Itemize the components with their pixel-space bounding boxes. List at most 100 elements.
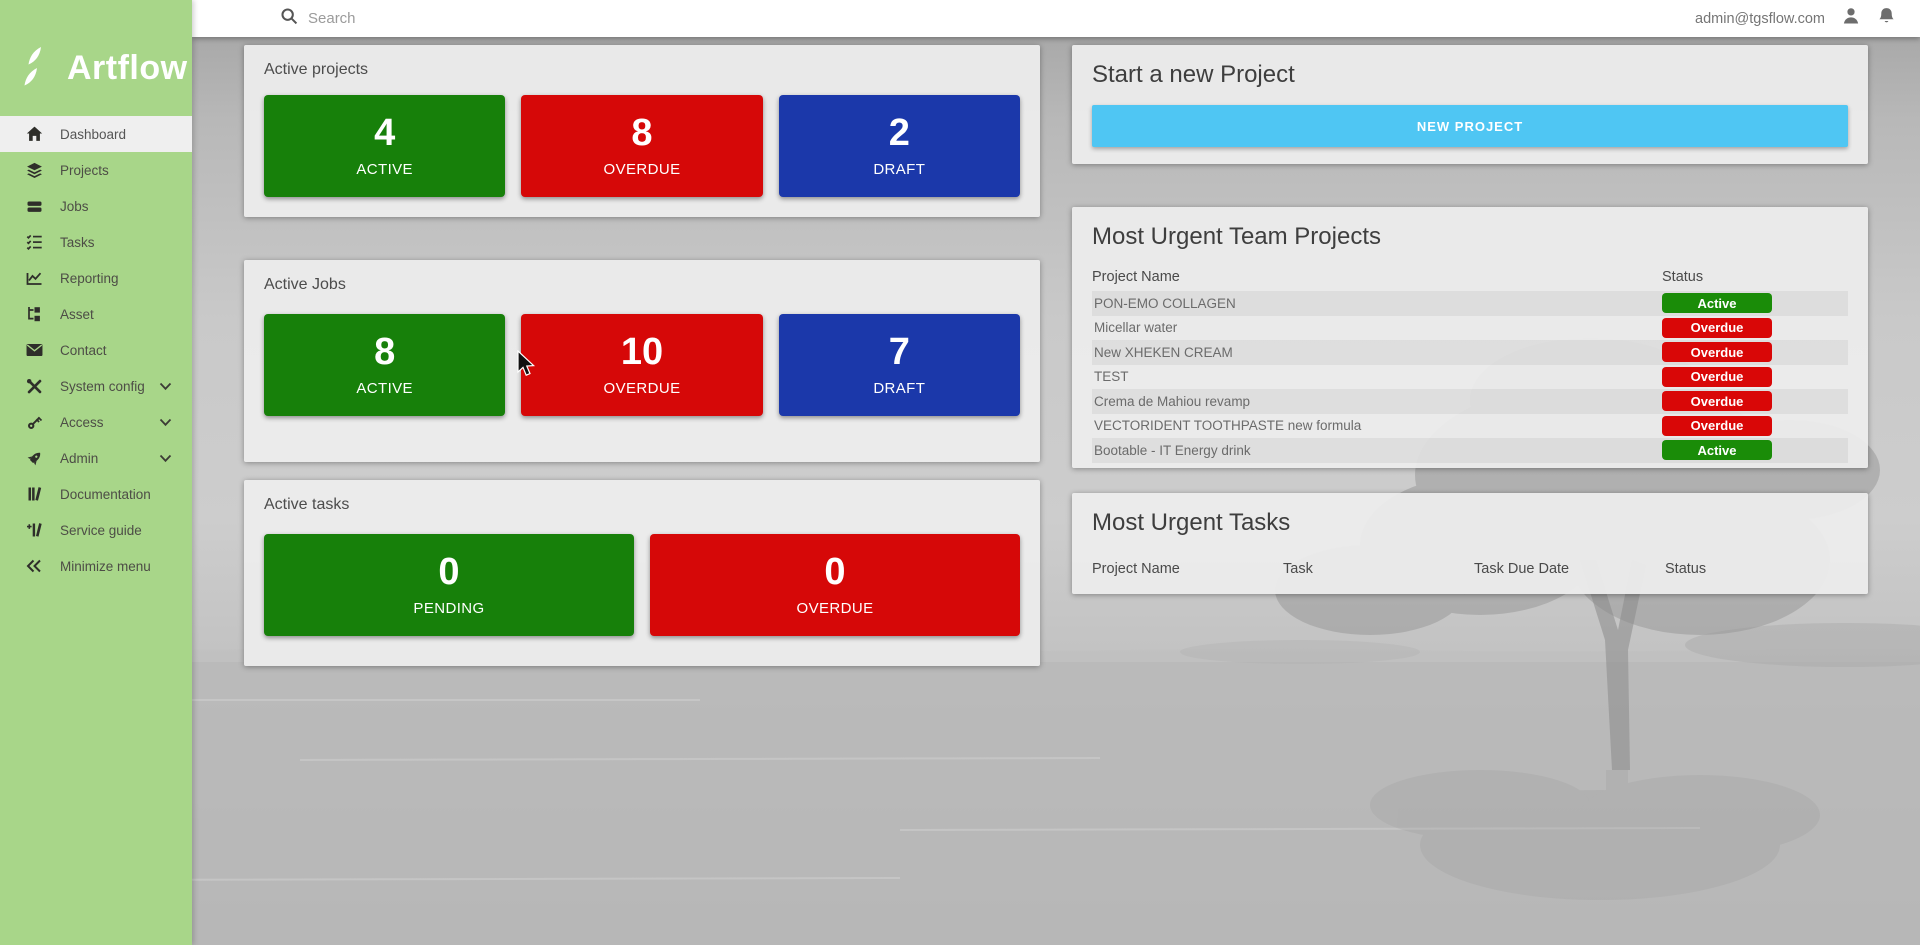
leaf-logo-icon (20, 45, 58, 92)
status-badge[interactable]: Overdue (1662, 391, 1772, 412)
app-logo: Artflow (0, 0, 192, 110)
jobs-draft-tile[interactable]: 7 DRAFT (778, 314, 1020, 416)
sidebar-item-jobs[interactable]: Jobs (0, 188, 192, 224)
new-project-button[interactable]: NEW PROJECT (1092, 105, 1848, 147)
card-title: Active tasks (264, 496, 350, 513)
table-row[interactable]: VECTORIDENT TOOTHPASTE new formula Overd… (1092, 414, 1848, 439)
sidebar-item-minimize-menu[interactable]: Minimize menu (0, 548, 192, 584)
table-header: Project Name Task Task Due Date Status (1092, 561, 1848, 577)
search-input[interactable] (308, 10, 828, 27)
status-badge[interactable]: Overdue (1662, 342, 1772, 363)
tile-value: 0 (438, 551, 460, 593)
app-title: Artflow (67, 48, 188, 87)
tasks-overdue-tile[interactable]: 0 OVERDUE (650, 534, 1020, 636)
sidebar-item-contact[interactable]: Contact (0, 332, 192, 368)
tile-label: PENDING (413, 600, 485, 617)
tile-label: OVERDUE (796, 600, 874, 617)
urgent-team-projects-card: Most Urgent Team Projects Project Name S… (1072, 207, 1868, 468)
table-row[interactable]: New XHEKEN CREAM Overdue (1092, 340, 1848, 365)
status-badge[interactable]: Overdue (1662, 366, 1772, 387)
tile-value: 2 (888, 112, 910, 154)
projects-draft-tile[interactable]: 2 DRAFT (778, 95, 1020, 197)
sidebar-item-access[interactable]: Access (0, 404, 192, 440)
sidebar-item-tasks[interactable]: Tasks (0, 224, 192, 260)
sidebar-item-asset[interactable]: Asset (0, 296, 192, 332)
status-badge[interactable]: Active (1662, 293, 1772, 314)
project-name: PON-EMO COLLAGEN (1094, 295, 1236, 311)
tile-value: 0 (824, 551, 846, 593)
card-title: Start a new Project (1092, 61, 1295, 88)
card-title: Most Urgent Tasks (1092, 509, 1291, 536)
table-row[interactable]: Bootable - IT Energy drink Active (1092, 438, 1848, 463)
sidebar-item-label: Access (60, 414, 104, 430)
chevron-down-icon[interactable] (159, 382, 172, 391)
sidebar-item-dashboard[interactable]: Dashboard (0, 116, 192, 152)
tools-icon (24, 378, 44, 395)
sidebar: Artflow Dashboard Projects (0, 0, 192, 945)
tile-label: OVERDUE (603, 161, 681, 178)
status-badge[interactable]: Overdue (1662, 415, 1772, 436)
tile-value: 10 (620, 331, 664, 373)
sidebar-menu: Dashboard Projects Jobs (0, 116, 192, 584)
bell-icon[interactable] (1877, 6, 1896, 31)
sidebar-item-label: Documentation (60, 486, 151, 502)
mouse-cursor (516, 349, 538, 385)
sidebar-item-reporting[interactable]: Reporting (0, 260, 192, 296)
sidebar-item-service-guide[interactable]: Service guide (0, 512, 192, 548)
home-icon (24, 126, 44, 142)
asset-icon (24, 306, 44, 322)
chevron-down-icon[interactable] (159, 454, 172, 463)
table-header: Project Name Status (1092, 263, 1848, 291)
most-urgent-tasks-card: Most Urgent Tasks Project Name Task Task… (1072, 493, 1868, 594)
card-title: Most Urgent Team Projects (1092, 223, 1381, 250)
sidebar-item-label: Minimize menu (60, 558, 151, 574)
tile-value: 8 (374, 331, 396, 373)
project-name: Crema de Mahiou revamp (1094, 393, 1251, 409)
sidebar-item-label: Dashboard (60, 126, 127, 142)
tile-label: DRAFT (873, 380, 926, 397)
active-tasks-card: Active tasks 0 PENDING 0 OVERDUE (244, 480, 1040, 666)
tasks-pending-tile[interactable]: 0 PENDING (264, 534, 634, 636)
table-row[interactable]: TEST Overdue (1092, 365, 1848, 390)
sidebar-item-label: Asset (60, 306, 94, 322)
sidebar-item-label: Tasks (60, 234, 95, 250)
user-icon[interactable] (1841, 6, 1861, 31)
rocket-icon (24, 450, 44, 467)
status-badge[interactable]: Overdue (1662, 317, 1772, 338)
books-icon (24, 486, 44, 502)
tile-label: OVERDUE (603, 380, 681, 397)
column-task: Task (1283, 561, 1313, 577)
tile-value: 4 (374, 112, 396, 154)
sidebar-item-projects[interactable]: Projects (0, 152, 192, 188)
projects-active-tile[interactable]: 4 ACTIVE (264, 95, 506, 197)
card-title: Active projects (264, 61, 369, 78)
sidebar-item-label: Admin (60, 450, 99, 466)
table-row[interactable]: Crema de Mahiou revamp Overdue (1092, 389, 1848, 414)
jobs-overdue-tile[interactable]: 10 OVERDUE (521, 314, 763, 416)
active-jobs-card: Active Jobs 8 ACTIVE 10 OVERDUE 7 DRAFT (244, 260, 1040, 462)
sidebar-item-admin[interactable]: Admin (0, 440, 192, 476)
jobs-icon (24, 199, 44, 214)
search-icon[interactable] (280, 7, 298, 30)
sidebar-item-label: Contact (60, 342, 107, 358)
jobs-active-tile[interactable]: 8 ACTIVE (264, 314, 506, 416)
project-name: TEST (1094, 369, 1129, 385)
layers-icon (24, 162, 44, 179)
sidebar-item-system-config[interactable]: System config (0, 368, 192, 404)
sidebar-item-label: System config (60, 378, 145, 394)
sidebar-item-label: Projects (60, 162, 109, 178)
column-task-due-date: Task Due Date (1474, 561, 1570, 577)
table-row[interactable]: Micellar water Overdue (1092, 316, 1848, 341)
sidebar-item-documentation[interactable]: Documentation (0, 476, 192, 512)
table-row[interactable]: PON-EMO COLLAGEN Active (1092, 291, 1848, 316)
chevron-down-icon[interactable] (159, 418, 172, 427)
key-icon (24, 414, 44, 431)
checklist-icon (24, 234, 44, 250)
status-badge[interactable]: Active (1662, 440, 1772, 461)
tile-label: DRAFT (873, 161, 926, 178)
tile-value: 8 (631, 112, 653, 154)
sidebar-item-label: Reporting (60, 270, 119, 286)
projects-overdue-tile[interactable]: 8 OVERDUE (521, 95, 763, 197)
project-name: New XHEKEN CREAM (1094, 344, 1233, 360)
column-project-name: Project Name (1092, 269, 1180, 285)
